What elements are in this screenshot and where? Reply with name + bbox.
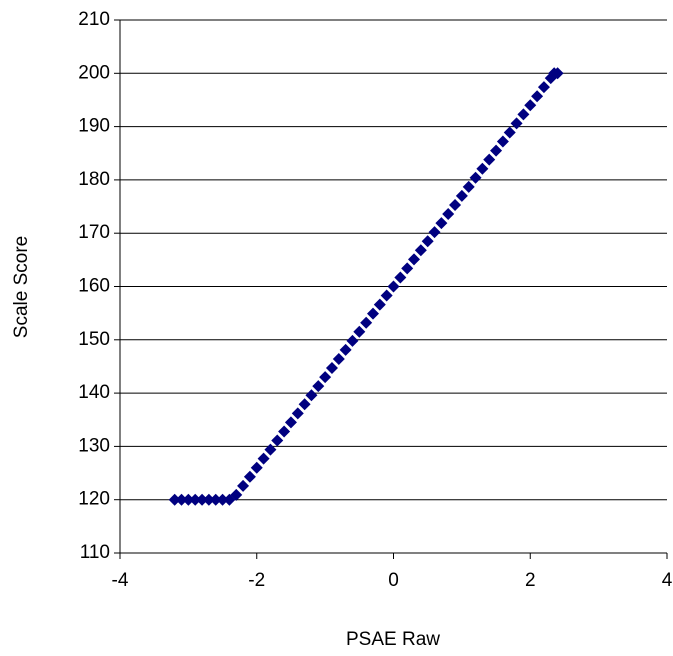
- x-axis-label: PSAE Raw: [346, 629, 440, 650]
- y-tick-label: 200: [78, 62, 110, 83]
- point: [284, 416, 297, 429]
- y-tick-label: 120: [78, 489, 110, 510]
- point: [455, 189, 468, 202]
- point: [517, 108, 530, 121]
- point: [414, 244, 427, 257]
- point: [503, 126, 516, 139]
- point: [250, 461, 263, 474]
- point: [189, 493, 202, 506]
- point: [312, 380, 325, 393]
- point: [209, 493, 222, 506]
- point: [346, 334, 359, 347]
- point: [264, 443, 277, 456]
- point: [380, 289, 393, 302]
- point: [531, 90, 544, 103]
- point: [298, 398, 311, 411]
- point: [483, 153, 496, 166]
- y-tick-label: 130: [78, 435, 110, 456]
- point: [271, 434, 284, 447]
- point: [524, 99, 537, 112]
- y-tick-label: 110: [80, 542, 110, 563]
- x-tick-label: 4: [662, 570, 673, 591]
- y-axis-label: Scale Score: [11, 236, 32, 338]
- point: [360, 316, 373, 329]
- point: [373, 298, 386, 311]
- y-tick-label: 150: [78, 329, 110, 350]
- point: [366, 307, 379, 320]
- point: [449, 198, 462, 211]
- y-tick-label: 180: [78, 169, 110, 190]
- point: [319, 371, 332, 384]
- y-tick-label: 140: [78, 382, 110, 403]
- x-tick-label: 0: [388, 570, 399, 591]
- point: [278, 425, 291, 438]
- point: [537, 81, 550, 94]
- y-tick-label: 160: [78, 276, 110, 297]
- point: [496, 135, 509, 148]
- y-tick-label: 210: [78, 9, 110, 30]
- point: [196, 493, 209, 506]
- point: [476, 162, 489, 175]
- point: [305, 389, 318, 402]
- point: [339, 343, 352, 356]
- point: [551, 67, 564, 80]
- point: [243, 470, 256, 483]
- x-tick-label: 2: [525, 570, 536, 591]
- point: [435, 217, 448, 230]
- point: [257, 452, 270, 465]
- point: [428, 226, 441, 239]
- point: [394, 271, 407, 284]
- y-tick-label: 170: [78, 222, 110, 243]
- point: [216, 493, 229, 506]
- point: [421, 235, 434, 248]
- point: [325, 362, 338, 375]
- x-tick-label: -4: [112, 570, 129, 591]
- point: [202, 493, 215, 506]
- point: [230, 488, 243, 501]
- point: [353, 325, 366, 338]
- point: [291, 407, 304, 420]
- point: [469, 171, 482, 184]
- point: [442, 208, 455, 221]
- point: [510, 117, 523, 130]
- point: [332, 352, 345, 365]
- point: [237, 479, 250, 492]
- point: [401, 262, 414, 275]
- x-tick-label: -2: [248, 570, 265, 591]
- point: [387, 280, 400, 293]
- y-tick-label: 190: [78, 116, 110, 137]
- point: [490, 144, 503, 157]
- point: [168, 493, 181, 506]
- point: [182, 493, 195, 506]
- point: [462, 180, 475, 193]
- point: [408, 253, 421, 266]
- point: [175, 493, 188, 506]
